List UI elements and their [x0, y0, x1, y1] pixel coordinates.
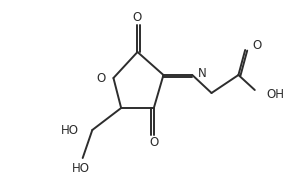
- Text: HO: HO: [72, 162, 90, 174]
- Text: O: O: [96, 71, 106, 85]
- Text: N: N: [198, 67, 207, 79]
- Text: O: O: [252, 39, 261, 51]
- Text: O: O: [133, 10, 142, 24]
- Text: HO: HO: [61, 125, 79, 137]
- Text: O: O: [149, 137, 158, 149]
- Text: OH: OH: [266, 88, 284, 100]
